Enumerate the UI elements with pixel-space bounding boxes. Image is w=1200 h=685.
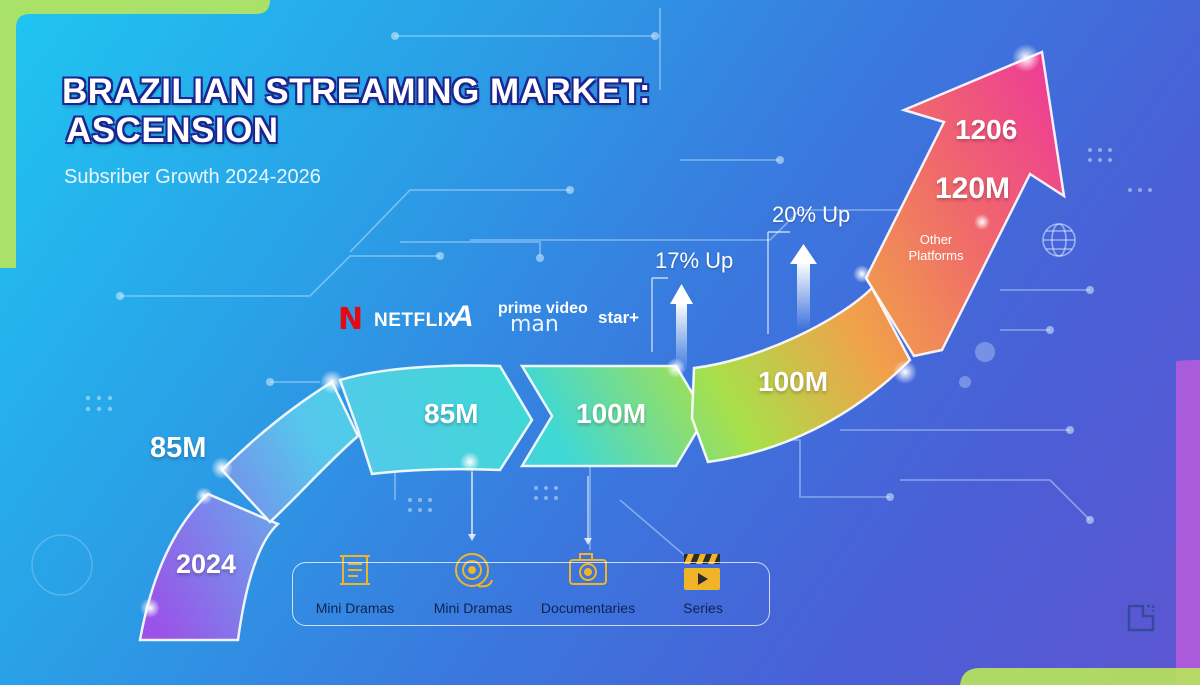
segment2-value: 85M bbox=[424, 398, 479, 429]
growth-badge-20: 20% Up bbox=[772, 202, 851, 227]
star-plus-logo: star+ bbox=[598, 308, 640, 327]
badge-leader-lines bbox=[651, 231, 790, 352]
path-segment-2024 bbox=[138, 492, 281, 642]
a-logo: A bbox=[452, 300, 474, 333]
circuit-lines bbox=[120, 8, 1091, 561]
other-platforms-note: Other Platforms bbox=[908, 232, 964, 263]
sparkles bbox=[140, 44, 1040, 618]
up-arrow-20 bbox=[790, 244, 817, 330]
segment3-value: 100M bbox=[576, 398, 647, 429]
category-connectors bbox=[471, 472, 589, 540]
year-label: 2024 bbox=[176, 549, 237, 579]
arrow-top-value: 1206 bbox=[955, 114, 1018, 145]
connector-arrowheads bbox=[468, 534, 592, 545]
prime-video-logo: prime video bbox=[498, 300, 588, 317]
main-title: BRAZILIAN STREAMING MARKET: ASCENSION bbox=[62, 72, 651, 150]
globe-icon bbox=[1042, 223, 1076, 257]
subtitle: Subsriber Growth 2024-2026 bbox=[64, 166, 321, 188]
segment4-value: 100M bbox=[758, 366, 829, 397]
up-arrow-17 bbox=[670, 284, 693, 372]
category-label: Mini Dramas bbox=[433, 600, 513, 616]
main-title-line2: ASCENSION bbox=[66, 111, 279, 150]
netflix-n-logo: N bbox=[338, 302, 364, 337]
watermark-icon bbox=[1127, 604, 1155, 632]
clapperboard-icon bbox=[684, 554, 720, 590]
decor-ring bbox=[31, 534, 93, 596]
content-categories-box bbox=[292, 562, 770, 626]
path-segment-100m-b bbox=[690, 285, 912, 464]
film-reel-icon bbox=[455, 553, 493, 588]
growth-path bbox=[138, 50, 1066, 642]
netflix-logo: NETFLIX bbox=[374, 310, 457, 331]
prime-video-sub-logo: man bbox=[510, 312, 559, 337]
category-label: Series bbox=[683, 600, 723, 616]
category-item: Mini Dramas bbox=[300, 548, 410, 616]
category-item: Mini Dramas bbox=[418, 548, 528, 616]
scroll-icon bbox=[340, 555, 370, 585]
category-label: Documentaries bbox=[540, 600, 636, 616]
category-item: Documentaries bbox=[533, 548, 643, 616]
main-title-line1: BRAZILIAN STREAMING MARKET: bbox=[62, 72, 652, 111]
camera-icon bbox=[569, 553, 607, 585]
path-arrow-head bbox=[864, 50, 1066, 358]
path-segment-85m-start bbox=[220, 380, 360, 524]
dot-grids bbox=[85, 148, 1152, 512]
corner-accent-right bbox=[1176, 360, 1200, 685]
corner-accent-bottom-right bbox=[960, 668, 1200, 685]
start-value-label: 85M bbox=[150, 432, 207, 464]
growth-badge-17: 17% Up bbox=[655, 248, 734, 273]
arrow-value: 120M bbox=[935, 172, 1011, 205]
platform-logos: N NETFLIX A prime video man star+ bbox=[338, 300, 658, 337]
category-item: Series bbox=[648, 548, 758, 616]
path-segment-85m bbox=[338, 364, 534, 476]
category-label: Mini Dramas bbox=[315, 600, 395, 616]
